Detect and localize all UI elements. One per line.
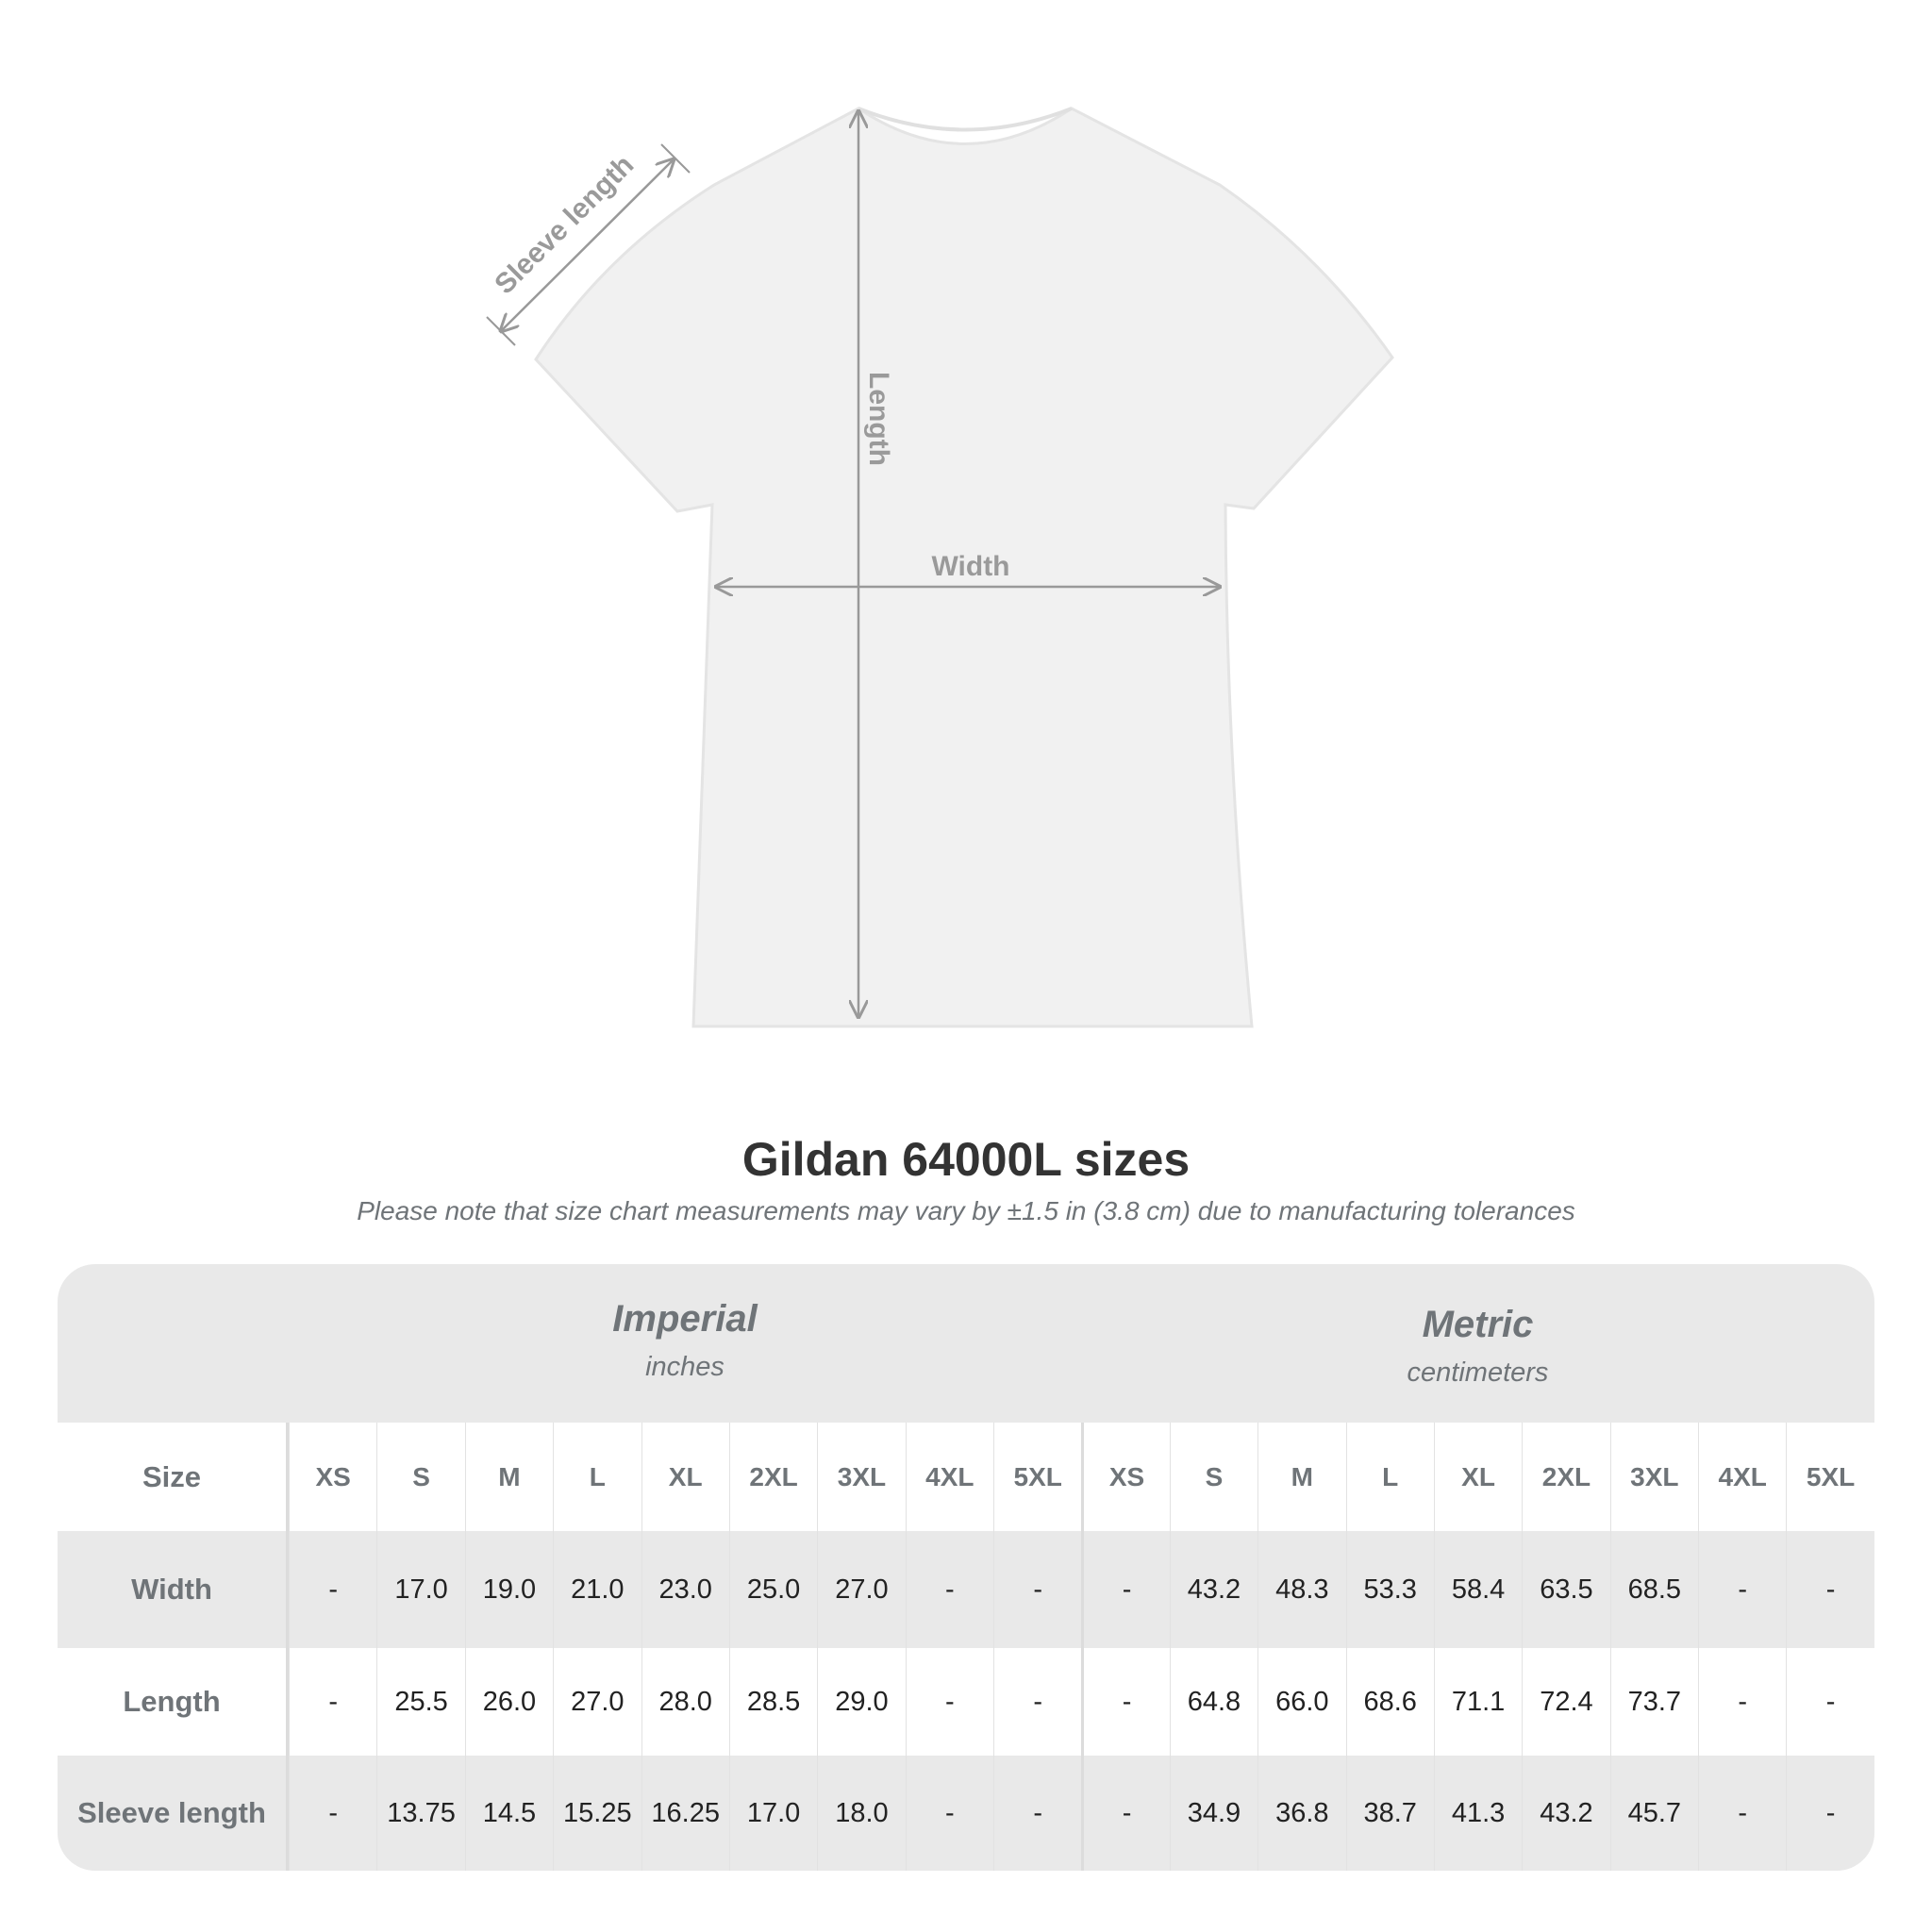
measurement-cell: 41.3 <box>1433 1756 1522 1871</box>
measurement-cell: - <box>1786 1531 1874 1648</box>
measurement-cell: 36.8 <box>1257 1756 1345 1871</box>
measurement-cell: 27.0 <box>817 1531 905 1648</box>
measurement-cell: 28.0 <box>641 1648 729 1756</box>
measurement-cell: 48.3 <box>1257 1531 1345 1648</box>
tshirt-diagram: Width Length Sleeve length <box>486 107 1394 1028</box>
measurement-cell: 25.0 <box>728 1531 817 1648</box>
row-label: Length <box>58 1648 289 1756</box>
sleeve-arrow <box>501 159 674 331</box>
measurement-cell: - <box>905 1531 993 1648</box>
size-label: Size <box>58 1423 289 1531</box>
measurement-cell: 23.0 <box>641 1531 729 1648</box>
size-column-header: XS <box>289 1423 376 1531</box>
size-column-header: S <box>1169 1423 1257 1531</box>
measurement-cell: - <box>289 1756 376 1871</box>
imperial-header: Imperial inches <box>289 1264 1081 1423</box>
measurement-cell: - <box>905 1648 993 1756</box>
measurement-cell: 29.0 <box>817 1648 905 1756</box>
measurement-cell: - <box>1081 1756 1169 1871</box>
size-column-header: XL <box>641 1423 729 1531</box>
size-column-header: 4XL <box>1698 1423 1786 1531</box>
metric-unit: centimeters <box>1407 1357 1549 1388</box>
measurement-cell: 14.5 <box>464 1756 553 1871</box>
measurement-cell: 68.5 <box>1609 1531 1698 1648</box>
size-column-header: 2XL <box>1522 1423 1609 1531</box>
width-label: Width <box>931 551 1009 582</box>
measurement-cell: 63.5 <box>1522 1531 1609 1648</box>
length-label: Length <box>863 372 894 466</box>
measurement-cell: 71.1 <box>1433 1648 1522 1756</box>
measurement-cell: - <box>1081 1648 1169 1756</box>
measurement-cell: - <box>905 1756 993 1871</box>
measurement-cell: 16.25 <box>641 1756 729 1871</box>
measurement-cell: 17.0 <box>376 1531 464 1648</box>
imperial-unit: inches <box>645 1352 724 1382</box>
measurement-cell: 73.7 <box>1609 1648 1698 1756</box>
measurement-cell: - <box>1081 1531 1169 1648</box>
measurement-cell: - <box>993 1648 1081 1756</box>
size-column-header: L <box>553 1423 641 1531</box>
row-label: Sleeve length <box>58 1756 289 1871</box>
table-row: Width -17.0 19.0 21.0 23.0 25.0 27.0- - -43.2 48.… <box>58 1531 1874 1648</box>
measurement-cell: 53.3 <box>1345 1531 1434 1648</box>
measurement-cell: 15.25 <box>553 1756 641 1871</box>
measurement-cell: 26.0 <box>464 1648 553 1756</box>
measurement-cell: 64.8 <box>1169 1648 1257 1756</box>
size-column-header: 3XL <box>817 1423 905 1531</box>
size-column-header: 3XL <box>1609 1423 1698 1531</box>
table-row: Length -25.5 26.0 27.0 28.0 28.5 29.0- - -64.8 66… <box>58 1648 1874 1756</box>
measurement-cell: - <box>1698 1756 1786 1871</box>
size-column-header: 5XL <box>1786 1423 1874 1531</box>
size-column-header: 4XL <box>905 1423 993 1531</box>
size-column-header: S <box>376 1423 464 1531</box>
measurement-cell: 58.4 <box>1433 1531 1522 1648</box>
size-table: Imperial inches Metric centimeters Size X… <box>58 1264 1874 1871</box>
measurement-cell: - <box>1786 1648 1874 1756</box>
measurement-cell: - <box>1786 1756 1874 1871</box>
size-column-header: 2XL <box>728 1423 817 1531</box>
measurement-cell: 25.5 <box>376 1648 464 1756</box>
measurement-cell: 13.75 <box>376 1756 464 1871</box>
measurement-cell: - <box>289 1531 376 1648</box>
measurement-cell: 18.0 <box>817 1756 905 1871</box>
tolerance-note: Please note that size chart measurements… <box>357 1196 1575 1225</box>
measurement-cell: 72.4 <box>1522 1648 1609 1756</box>
measurement-cell: 27.0 <box>553 1648 641 1756</box>
size-column-header: XS <box>1081 1423 1169 1531</box>
measurement-cell: 43.2 <box>1522 1756 1609 1871</box>
measurement-cell: 19.0 <box>464 1531 553 1648</box>
size-column-header: M <box>464 1423 553 1531</box>
measurement-cell: - <box>993 1756 1081 1871</box>
measurement-cell: - <box>1698 1531 1786 1648</box>
tshirt-shape <box>534 107 1394 1028</box>
imperial-title: Imperial <box>612 1298 758 1340</box>
measurement-cell: - <box>1698 1648 1786 1756</box>
metric-header: Metric centimeters <box>1081 1264 1874 1423</box>
chart-title: Gildan 64000L sizes <box>741 1133 1191 1186</box>
measurement-cell: - <box>993 1531 1081 1648</box>
measurement-cell: 45.7 <box>1609 1756 1698 1871</box>
measurement-cell: 17.0 <box>728 1756 817 1871</box>
measurement-cell: 68.6 <box>1345 1648 1434 1756</box>
metric-title: Metric <box>1422 1304 1534 1345</box>
measurement-cell: 28.5 <box>728 1648 817 1756</box>
measurement-cell: 66.0 <box>1257 1648 1345 1756</box>
size-column-header: 5XL <box>993 1423 1081 1531</box>
size-column-header: M <box>1257 1423 1345 1531</box>
table-row: Sleeve length -13.75 14.5 15.25 16.25 17.0 18.… <box>58 1756 1874 1871</box>
measurement-cell: 38.7 <box>1345 1756 1434 1871</box>
measurement-cell: - <box>289 1648 376 1756</box>
measurement-cell: 34.9 <box>1169 1756 1257 1871</box>
measurement-cell: 21.0 <box>553 1531 641 1648</box>
size-header-row: Size XS S M L XL 2XL 3XL 4XL 5XL XS S M L XL 2XL 3XL 4XL 5… <box>58 1423 1874 1531</box>
size-column-header: L <box>1345 1423 1434 1531</box>
row-label: Width <box>58 1531 289 1648</box>
size-column-header: XL <box>1433 1423 1522 1531</box>
measurement-cell: 43.2 <box>1169 1531 1257 1648</box>
